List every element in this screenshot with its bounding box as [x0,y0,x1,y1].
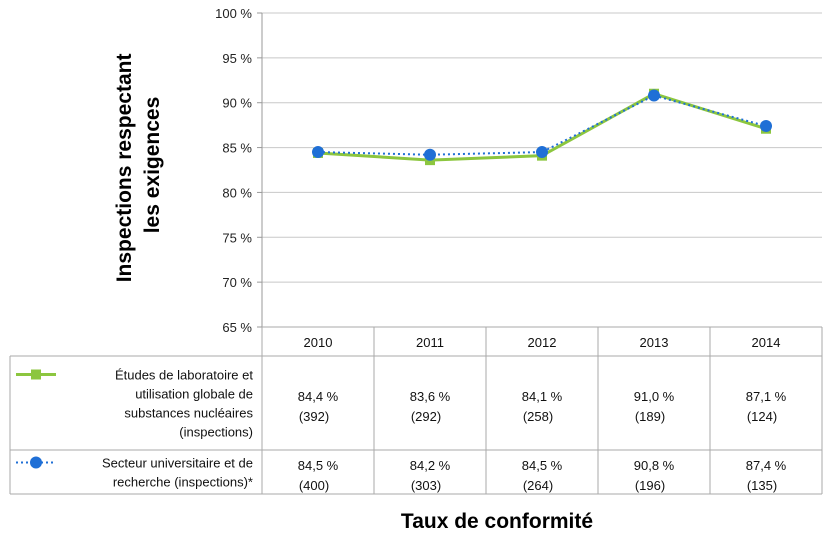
legend-label: Secteur universitaire et de recherche (in… [102,456,253,490]
legend-marker [30,456,42,469]
table-cell-count: (189) [635,409,665,424]
y-axis-ticks: 65 % 70 % 75 % 80 % 85 % 90 % 95 % 100 % [215,6,252,335]
table-cell-value: 84,5 % [522,458,563,473]
table-cell-count: (392) [299,409,329,424]
table-cell-count: (400) [299,478,329,493]
gridlines [257,12,822,328]
series-line [317,94,767,156]
x-category-label: 2014 [752,335,781,350]
x-axis-title: Taux de conformité [401,510,593,533]
table-cell-value: 83,6 % [410,389,451,404]
x-category-label: 2012 [528,335,557,350]
y-tick-label: 85 % [222,141,252,156]
table-cell-count: (124) [747,409,777,424]
legend-label-line: Secteur universitaire et de [102,456,253,471]
y-tick-label: 70 % [222,275,252,290]
table-cell-value: 84,5 % [298,458,339,473]
y-tick-label: 75 % [222,230,252,245]
y-tick-label: 95 % [222,51,252,66]
data-point-circle [424,148,436,161]
table-cell-count: (196) [635,478,665,493]
legend-label-line: recherche (inspections)* [113,475,253,490]
y-tick-label: 100 % [215,6,252,21]
table-cell-value: 84,4 % [298,389,339,404]
x-category-label: 2013 [640,335,669,350]
data-point-circle [536,146,548,159]
table-cell-value: 84,1 % [522,389,563,404]
table-cell-count: (135) [747,478,777,493]
y-tick-label: 80 % [222,185,252,200]
y-tick-label: 90 % [222,96,252,111]
legend-label-line: substances nucléaires [124,406,253,421]
table-cell-count: (292) [411,409,441,424]
x-category-label: 2010 [304,335,333,350]
table-cell-value: 87,1 % [746,389,787,404]
legend-marker [31,369,41,380]
table-cell-count: (258) [523,409,553,424]
y-axis-title: Inspections respectant les exigences [113,48,164,283]
legend-label: Études de laboratoire et utilisation glob… [115,368,254,440]
x-category-label: 2011 [416,335,444,350]
y-tick-label: 65 % [222,320,252,335]
series-lines [312,88,772,166]
table-cell-value: 91,0 % [634,389,675,404]
y-axis-title-line-1: Inspections respectant [113,54,136,283]
table-cell-value: 84,2 % [410,458,451,473]
legend-label-line: Études de laboratoire et [115,368,253,383]
table-cell-value: 87,4 % [746,458,787,473]
legend-label-line: utilisation globale de [135,387,253,402]
table-cell-count: (303) [411,478,441,493]
legend-label-line: (inspections) [179,425,253,440]
y-axis-title-line-2: les exigences [141,97,164,234]
data-table: 2010 2011 2012 2013 2014 Études de laboratoir… [9,326,823,495]
data-point-circle [312,146,324,159]
data-point-circle [760,120,772,133]
data-point-circle [648,89,660,102]
table-cell-value: 90,8 % [634,458,675,473]
table-cell-count: (264) [523,478,553,493]
